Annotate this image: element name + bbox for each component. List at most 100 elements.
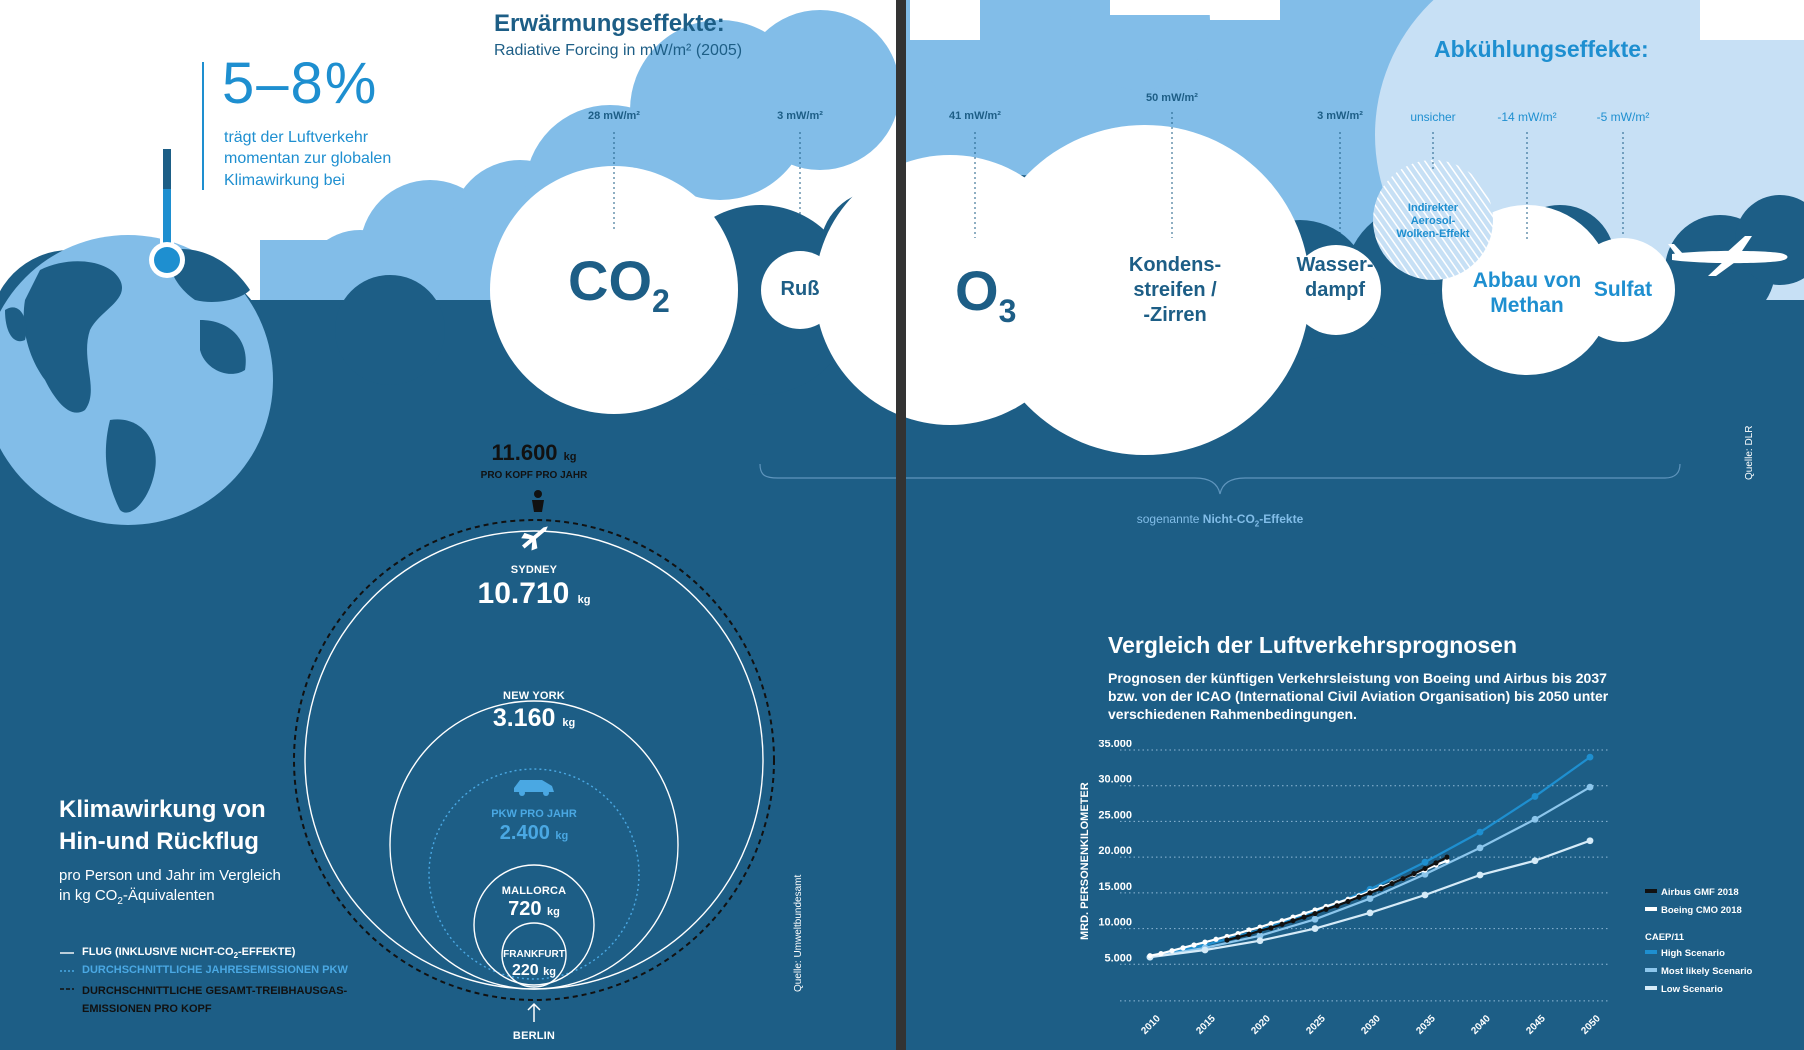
legend-per-capita: DURCHSCHNITTLICHE GESAMT-TREIBHAUSGAS- EM… (82, 985, 348, 1015)
data-point (1256, 932, 1264, 940)
mallorca-label: MALLORCA (501, 885, 567, 897)
data-point (1531, 793, 1539, 800)
data-point (1422, 865, 1428, 872)
data-point (1400, 875, 1406, 882)
data-point (1586, 753, 1594, 761)
y-tick-label: 35.000 (1098, 740, 1132, 750)
data-point (1421, 858, 1429, 866)
label-aerosol: Indirekter Aerosol- Wolken-Effekt (1396, 202, 1470, 240)
y-tick-label: 15.000 (1098, 881, 1132, 893)
legend-label: Most likely Scenario (1661, 966, 1753, 977)
data-point (1256, 937, 1264, 945)
data-point (1356, 894, 1362, 900)
data-point (1279, 918, 1285, 924)
data-point (1158, 950, 1164, 957)
globe-icon (0, 235, 273, 525)
label-co2: CO2 (568, 249, 670, 320)
data-point (1147, 953, 1153, 959)
share-text-3: Klimawirkung bei (224, 172, 345, 189)
data-point (1191, 942, 1197, 948)
source-uba: Quelle: Umweltbundesamt (793, 874, 804, 992)
share-text-1: trägt der Luftverkehr (224, 129, 369, 146)
flight-title-1: Klimawirkung von (59, 796, 266, 823)
per-capita-value: 11.600 kg (491, 440, 577, 465)
legend-swatch (1645, 889, 1657, 893)
page-divider (896, 0, 906, 1050)
label-wasserdampf: Wasser-dampf (1296, 254, 1374, 301)
data-point (1213, 936, 1219, 942)
legend-label: High Scenario (1661, 948, 1725, 959)
y-tick-label: 30.000 (1098, 774, 1132, 786)
forecast-desc-1: Prognosen der künftigen Verkehrsleistung… (1108, 670, 1607, 686)
y-tick-label: 25.000 (1098, 809, 1132, 821)
legend-label: Low Scenario (1661, 984, 1723, 995)
sydney-label: SYDNEY (510, 564, 558, 576)
data-point (1257, 924, 1263, 930)
data-point (1235, 934, 1241, 940)
data-point (1586, 783, 1594, 791)
flight-circles (293, 519, 775, 1001)
forecast-desc-3: verschiedenen Rahmenbedingungen. (1108, 706, 1357, 722)
per-capita-label: PRO KOPF PRO JAHR (480, 470, 588, 481)
forecast-desc-2: bzw. von der ICAO (International Civil A… (1108, 688, 1609, 704)
data-point (1323, 906, 1329, 912)
data-point (1246, 931, 1252, 937)
data-point (1169, 948, 1175, 954)
y-tick-label: 5.000 (1104, 952, 1132, 964)
value-o3: 41 mW/m² (949, 110, 1001, 122)
share-value: 5–8% (222, 51, 379, 116)
legend-swatch (1645, 907, 1657, 911)
forecast-chart: 5.000 10.000 15.000 20.000 25.000 30.000 35.00… (1079, 740, 1753, 1037)
data-point (1301, 914, 1307, 920)
thermometer-icon (149, 146, 185, 278)
mallorca-value: 720 kg (508, 898, 560, 920)
x-tick-label: 2045 (1524, 1013, 1548, 1037)
series-line (1149, 786, 1591, 959)
data-point (1311, 915, 1319, 923)
data-point (1378, 885, 1384, 892)
label-kondensstreifen: Kondens-streifen / -Zirren (1128, 254, 1222, 326)
label-russ: Ruß (780, 278, 820, 300)
data-point (1312, 907, 1318, 913)
berlin-label: BERLIN (512, 1030, 556, 1042)
y-tick-label: 20.000 (1098, 845, 1132, 857)
data-point (1334, 903, 1340, 909)
value-co2: 28 mW/m² (588, 110, 640, 122)
legend-swatch (1645, 950, 1657, 954)
data-point (1433, 860, 1439, 866)
data-point (1202, 939, 1208, 945)
frankfurt-value: 220 kg (512, 962, 556, 979)
flight-subtitle-1: pro Person und Jahr im Vergleich (59, 867, 281, 884)
aerosol-hatched-circle (1373, 160, 1493, 280)
pkw-value: 2.400 kg (499, 822, 569, 844)
data-point (1366, 909, 1374, 917)
value-russ: 3 mW/m² (777, 110, 823, 122)
frankfurt-label: FRANKFURT (503, 949, 565, 960)
forecast-title: Vergleich der Luftverkehrsprognosen (1108, 632, 1518, 658)
newyork-value: 3.160 kg (492, 704, 576, 732)
data-point (1279, 921, 1285, 927)
data-point (1421, 891, 1429, 899)
data-point (1257, 928, 1263, 934)
share-text-2: momentan zur globalen (224, 150, 392, 167)
sydney-value: 10.710 kg (477, 577, 591, 610)
car-icon (514, 780, 554, 796)
legend-label: Boeing CMO 2018 (1661, 905, 1742, 916)
airplane-icon (1668, 236, 1788, 276)
data-point (1235, 930, 1241, 937)
data-point (1531, 815, 1539, 823)
data-point (1411, 870, 1417, 877)
label-sulfat: Sulfat (1593, 278, 1653, 301)
label-o3: O3 (955, 259, 1017, 330)
x-tick-label: 2020 (1249, 1013, 1273, 1037)
brace (759, 463, 1681, 495)
data-point (1421, 870, 1429, 878)
newyork-label: NEW YORK (503, 690, 565, 702)
data-point (1224, 937, 1230, 943)
y-axis-title: MRD. PERSONENKILOMETER (1079, 782, 1091, 940)
data-point (1586, 837, 1594, 845)
x-tick-label: 2010 (1139, 1013, 1163, 1037)
data-point (1476, 844, 1484, 852)
data-point (1444, 854, 1450, 860)
value-sulfat: -5 mW/m² (1596, 110, 1650, 124)
